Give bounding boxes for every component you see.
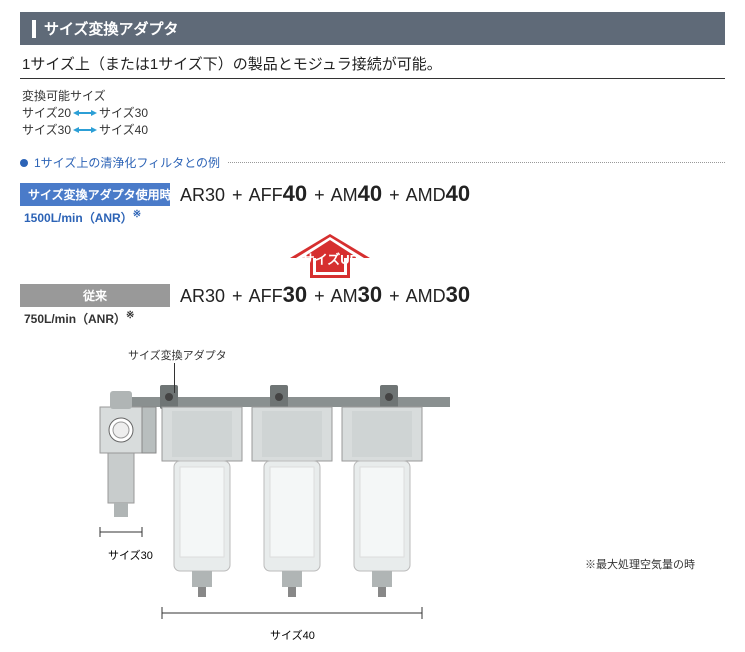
size-up-arrow: サイズUP [240, 234, 420, 278]
product-illustration: サイズ変換アダプタ [20, 347, 725, 632]
footnote: ※最大処理空気量の時 [585, 556, 695, 572]
convert-to: サイズ40 [99, 121, 148, 138]
adapter-flow: 1500L/min（ANR）※ [24, 209, 725, 226]
product-svg [80, 367, 500, 627]
convert-label: 変換可能サイズ [22, 87, 723, 104]
example-label: 1サイズ上の清浄化フィルタとの例 [34, 154, 220, 171]
adapter-pointer-line [174, 363, 175, 393]
double-arrow-icon [73, 125, 97, 135]
section-title: サイズ変換アダプタ [44, 18, 179, 39]
convert-from: サイズ30 [22, 121, 71, 138]
convert-to: サイズ30 [99, 104, 148, 121]
size30-label: サイズ30 [108, 547, 153, 563]
section-title-bar: サイズ変換アダプタ [20, 12, 725, 45]
conventional-badge: 従来 [20, 284, 170, 307]
double-arrow-icon [73, 108, 97, 118]
convert-sizes-block: 変換可能サイズ サイズ20 サイズ30 サイズ30 サイズ40 [20, 85, 725, 148]
conventional-formula: AR30 + AFF30 + AM30 + AMD30 [180, 282, 470, 308]
svg-text:サイズUP: サイズUP [302, 252, 359, 267]
conventional-config-line: 従来 AR30 + AFF30 + AM30 + AMD30 [20, 282, 725, 308]
conventional-flow: 750L/min（ANR）※ [24, 310, 725, 327]
bullet-icon [20, 159, 28, 167]
convert-row: サイズ20 サイズ30 [22, 104, 723, 121]
convert-row: サイズ30 サイズ40 [22, 121, 723, 138]
dashed-rule [228, 162, 725, 163]
adapter-formula: AR30 + AFF40 + AM40 + AMD40 [180, 181, 470, 207]
convert-from: サイズ20 [22, 104, 71, 121]
title-bar-accent [32, 20, 36, 38]
adapter-badge: サイズ変換アダプタ使用時 [20, 183, 170, 206]
size40-label: サイズ40 [270, 627, 315, 643]
adapter-config-line: サイズ変換アダプタ使用時 AR30 + AFF40 + AM40 + AMD40 [20, 181, 725, 207]
example-heading: 1サイズ上の清浄化フィルタとの例 [20, 154, 725, 171]
section-subtitle: 1サイズ上（または1サイズ下）の製品とモジュラ接続が可能。 [20, 45, 725, 79]
adapter-pointer-label: サイズ変換アダプタ [128, 347, 227, 363]
